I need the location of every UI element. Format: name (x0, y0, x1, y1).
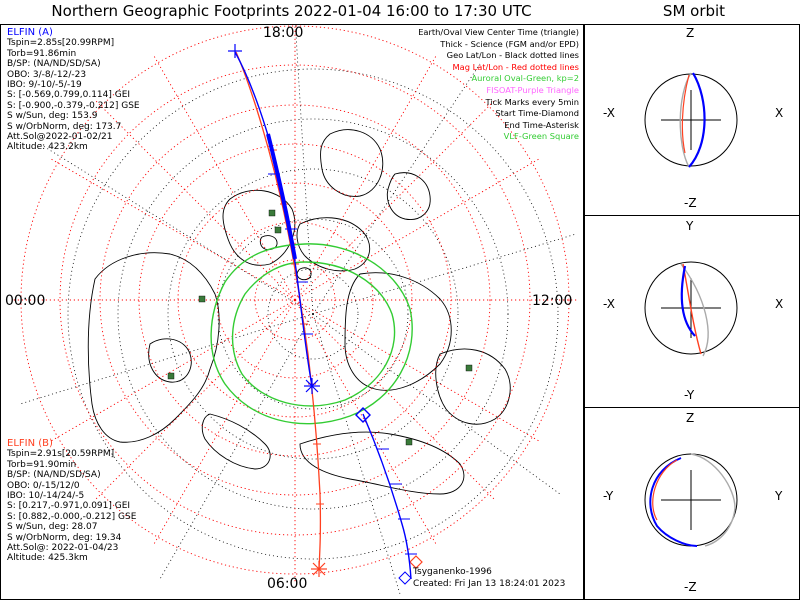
elfin-a-end-marker (398, 571, 412, 585)
elfin-a-info-line: OBO: 3/-8/-12/-23 (7, 69, 87, 80)
legend-item: Geo Lat/Lon - Black dotted lines (446, 50, 579, 61)
vlf-station (268, 209, 276, 217)
vlf-station (405, 438, 413, 446)
sm-xy-label-bottom: -Y (684, 388, 695, 402)
elfin-a-info-line: Altitude: 423.2km (7, 142, 88, 153)
elfin-b-info-line: IBO: 10/-14/24/-5 (7, 491, 85, 502)
sm-xy-label-right: X (775, 297, 783, 311)
elfin-b-info-line: OBO: 0/-15/12/0 (7, 480, 80, 491)
elfin-a-info-line: Torb=91.86min (7, 48, 77, 59)
sm-yz-label-bottom: -Z (684, 580, 697, 594)
sm-xz-label-left: -X (603, 106, 615, 120)
auroral-oval-outer (210, 243, 413, 425)
sm-plot-xz: Z -Z -X X (603, 26, 783, 210)
elfin-a-info-line: S w/Sun, deg: 153.9 (7, 111, 98, 122)
elfin-a-end-asterisk (304, 378, 320, 394)
elfin-b-info-line: S w/Sun, deg: 28.07 (7, 522, 98, 533)
sm-yz-label-left: -Y (603, 489, 614, 503)
legend-item: Mag Lat/Lon - Red dotted lines (452, 61, 579, 72)
coastline-africa (320, 129, 384, 197)
coastline-siberia (299, 431, 465, 495)
legend-item: Auroral Oval-Green, kp=2 (471, 73, 579, 84)
elfin-b-info-line: Altitude: 425.3km (7, 553, 88, 564)
created-timestamp: Created: Fri Jan 13 18:24:01 2023 (413, 579, 566, 589)
elfin-a-start-diamond (355, 407, 371, 423)
coastline-svalbard (296, 267, 312, 281)
vlf-station (274, 226, 282, 234)
sm-xy-label-top: Y (685, 219, 694, 233)
vlf-station (465, 364, 473, 372)
sm-yz-label-top: Z (686, 411, 694, 425)
elfin-b-info-line: Att.Sol@: 2022-01-04/23 (7, 543, 119, 554)
legend-item: Thick - Science (FGM and/or EPD) (440, 38, 579, 49)
auroral-oval-inner (231, 261, 396, 407)
sm-xz-label-right: X (775, 106, 783, 120)
sm-plot-yz: Z -Z -Y Y (603, 411, 783, 594)
elfin-a-info-line: S w/OrbNorm, deg: 173.7 (7, 121, 122, 132)
elfin-b-info: ELFIN (B) Tspin=2.91s[20.59RPM] Torb=91.9… (7, 438, 136, 564)
sm-panel-xy: Y -Y -X X (584, 215, 800, 408)
elfin-b-end-asterisk (311, 561, 327, 577)
vlf-station (167, 372, 175, 380)
elfin-a-info-line: S: [-0.900,-0.379,-0.212] GSE (7, 100, 140, 111)
elfin-a-info-line: S: [-0.569,0.799,0.114] GEI (7, 90, 131, 101)
elfin-a-lines: Tspin=2.85s[20.99RPM] Torb=91.86min B/SP: … (7, 38, 140, 152)
legend-item: Earth/Oval View Center Time (triangle) (418, 27, 579, 37)
footprint-map (13, 24, 577, 595)
elfin-a-footprint (228, 44, 417, 585)
elfin-b-info-line: B/SP: (NA/ND/SD/SA) (7, 470, 101, 481)
auroral-oval (210, 243, 413, 425)
geo-grid (19, 24, 577, 595)
coastline-alaska (201, 413, 271, 470)
sm-panel-yz: Z -Z -Y Y (584, 407, 800, 600)
sm-xz-label-bottom: -Z (684, 196, 697, 210)
elfin-b-info-line: Tspin=2.91s[20.59RPM] (7, 449, 115, 460)
footprint-map-panel: 18:00 00:00 12:00 06:00 ELFIN (A) Tspin=… (0, 24, 584, 600)
clock-label-left: 00:00 (5, 293, 46, 309)
elfin-a-info-line: Att.Sol@2022-01-02/21 (7, 132, 113, 143)
coastline-arabia (386, 172, 431, 220)
elfin-b-start-diamond (409, 555, 423, 569)
elfin-a-info-line: Tspin=2.85s[20.99RPM] (7, 38, 115, 49)
elfin-a-name: ELFIN (A) (7, 27, 53, 38)
legend-item: Start Time-Diamond (495, 108, 579, 119)
page-title: Northern Geographic Footprints 2022-01-0… (51, 2, 532, 20)
legend-item: Tick Marks every 5min (485, 96, 579, 107)
elfin-b-info-line: S w/OrbNorm, deg: 19.34 (7, 532, 122, 543)
sm-xz-label-top: Z (686, 26, 694, 40)
coastline-greenland (222, 189, 296, 266)
coastline-hudson (148, 338, 192, 383)
sm-xy-label-left: -X (603, 297, 615, 311)
clock-label-top: 18:00 (263, 25, 304, 41)
elfin-b-name: ELFIN (B) (7, 438, 53, 449)
legend: Earth/Oval View Center Time (triangle) Th… (418, 27, 579, 143)
legend-item: End Time-Asterisk (504, 119, 579, 130)
elfin-b-info-line: S: [0.882,-0.000,-0.212] GSE (7, 511, 137, 522)
sm-orbit-title: SM orbit (662, 2, 726, 20)
coastline-asia-east (435, 348, 511, 425)
model-label: Tsyganenko-1996 (413, 567, 492, 577)
elfin-a-info: ELFIN (A) Tspin=2.85s[20.99RPM] Torb=91.8… (7, 27, 140, 153)
coastline-russia (344, 272, 452, 391)
elfin-a-info-line: B/SP: (NA/ND/SD/SA) (7, 59, 101, 70)
elfin-b-info-line: Torb=91.90min (7, 459, 77, 470)
sm-panel-xz: Z -Z -X X (584, 24, 800, 216)
coastlines (87, 129, 511, 495)
elfin-a-start-asterisk (228, 44, 242, 58)
elfin-a-info-line: IBO: 9/-10/-5/-19 (7, 80, 82, 91)
vlf-stations (167, 209, 473, 446)
sm-plot-xy: Y -Y -X X (603, 219, 783, 402)
legend-item: VLF-Green Square (503, 131, 579, 142)
vlf-station (198, 295, 206, 303)
clock-label-bottom: 06:00 (267, 576, 308, 592)
elfin-b-lines: Tspin=2.91s[20.59RPM] Torb=91.90min B/SP: … (7, 449, 136, 563)
clock-label-right: 12:00 (532, 293, 573, 309)
legend-item: FISOAT-Purple Triangle (486, 84, 579, 95)
sm-yz-label-right: Y (774, 489, 783, 503)
coastline-north-america (87, 252, 220, 443)
elfin-b-info-line: S: [0.217,-0.971,0.091] GEI (7, 501, 131, 512)
